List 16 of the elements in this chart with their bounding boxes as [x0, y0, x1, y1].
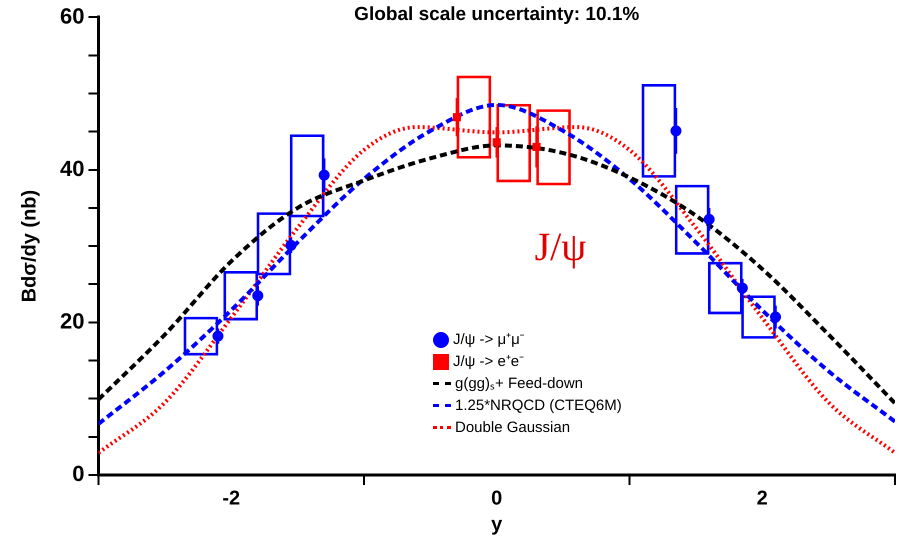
y-tick-label: 60	[60, 3, 84, 28]
legend-label: 1.25*NRQCD (CTEQ6M)	[455, 396, 622, 416]
annotation: Global scale uncertainty: 10.1%	[354, 4, 640, 26]
x-axis-title: y	[491, 514, 504, 536]
x-tick-label: 2	[756, 488, 768, 510]
annotation: J/ψ	[534, 223, 586, 270]
legend-label: J/ψ -> e⁺e⁻	[453, 352, 524, 372]
y-tick-label: 40	[60, 156, 84, 181]
x-tick-label: -2	[222, 488, 240, 510]
legend-label: Double Gaussian	[455, 418, 570, 438]
y-axis-title: Bdσ/dy (nb)	[18, 190, 41, 302]
x-tick-label: 0	[491, 488, 502, 510]
y-tick-label: 20	[60, 308, 84, 334]
y-tick-label: 0	[72, 461, 84, 486]
legend-label: g(gg)ₛ+ Feed-down	[455, 374, 583, 394]
legend-label: J/ψ -> μ⁺μ⁻	[453, 330, 525, 350]
